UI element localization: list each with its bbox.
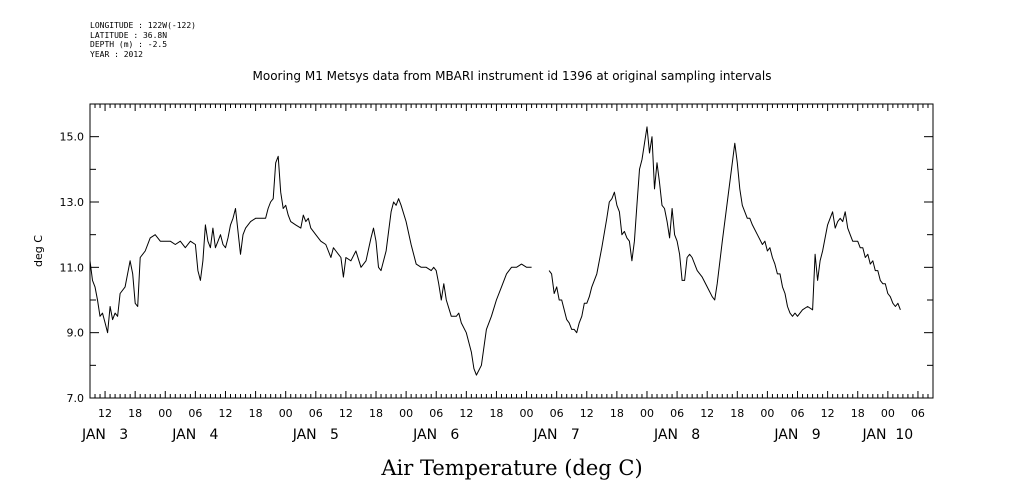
y-tick-label: 9.0 bbox=[67, 327, 85, 340]
x-day-label: JAN 7 bbox=[533, 427, 580, 443]
x-tick-label: 06 bbox=[911, 407, 925, 420]
x-tick-label: 18 bbox=[851, 407, 865, 420]
x-tick-label: 18 bbox=[128, 407, 142, 420]
x-tick-label: 06 bbox=[670, 407, 684, 420]
x-tick-label: 00 bbox=[881, 407, 895, 420]
series-group bbox=[89, 126, 901, 376]
longitude-text: LONGITUDE : 122W(-122) bbox=[90, 21, 196, 30]
x-day-label: JAN 4 bbox=[171, 427, 218, 443]
x-tick-label: 06 bbox=[309, 407, 323, 420]
x-day-label: JAN 6 bbox=[412, 427, 459, 443]
x-tick-label: 06 bbox=[429, 407, 443, 420]
x-day-label: JAN 3 bbox=[81, 427, 128, 443]
x-tick-label: 12 bbox=[459, 407, 473, 420]
x-tick-label: 18 bbox=[369, 407, 383, 420]
x-axis-label: Air Temperature (deg C) bbox=[380, 456, 642, 480]
y-tick-label: 15.0 bbox=[60, 131, 85, 144]
depth-text: DEPTH (m) : -2.5 bbox=[90, 40, 168, 50]
axes: 12 18 00 06 12 18 00 06 12 18 00 06 12 18 00 06 12 18 00 06… bbox=[60, 103, 934, 443]
x-day-label: JAN 8 bbox=[653, 427, 700, 443]
chart-title: Mooring M1 Metsys data from MBARI instru… bbox=[253, 69, 772, 83]
y-tick-label: 11.0 bbox=[60, 261, 85, 274]
plot-frame bbox=[89, 103, 934, 399]
y-tick-label: 13.0 bbox=[60, 196, 85, 209]
y-tick-label: 7.0 bbox=[67, 392, 85, 405]
series-line bbox=[548, 126, 901, 334]
x-tick-label: 00 bbox=[760, 407, 774, 420]
x-tick-label: 12 bbox=[339, 407, 353, 420]
x-tick-label: 12 bbox=[218, 407, 232, 420]
x-day-label: JAN 10 bbox=[862, 427, 914, 443]
metadata-block: LONGITUDE : 122W(-122) LATITUDE : 36.8N … bbox=[90, 21, 196, 59]
x-tick-label: 00 bbox=[279, 407, 293, 420]
x-tick-label: 00 bbox=[520, 407, 534, 420]
x-tick-label: 06 bbox=[791, 407, 805, 420]
x-tick-label: 18 bbox=[489, 407, 503, 420]
x-tick-label: 12 bbox=[700, 407, 714, 420]
x-tick-label: 18 bbox=[249, 407, 263, 420]
x-tick-label: 12 bbox=[580, 407, 594, 420]
latitude-text: LATITUDE : 36.8N bbox=[90, 30, 168, 40]
y-axis-label: deg C bbox=[32, 235, 45, 267]
x-tick-label: 00 bbox=[640, 407, 654, 420]
x-tick-label: 00 bbox=[399, 407, 413, 420]
x-tick-label: 12 bbox=[821, 407, 835, 420]
x-tick-label: 06 bbox=[188, 407, 202, 420]
x-tick-label: 12 bbox=[98, 407, 112, 420]
series-line bbox=[89, 155, 532, 376]
x-tick-label: 18 bbox=[610, 407, 624, 420]
x-day-label: JAN 5 bbox=[292, 427, 339, 443]
year-text: YEAR : 2012 bbox=[90, 49, 143, 59]
x-tick-label: 18 bbox=[730, 407, 744, 420]
x-tick-label: 06 bbox=[550, 407, 564, 420]
x-day-label: JAN 9 bbox=[773, 427, 820, 443]
x-tick-label: 00 bbox=[158, 407, 172, 420]
